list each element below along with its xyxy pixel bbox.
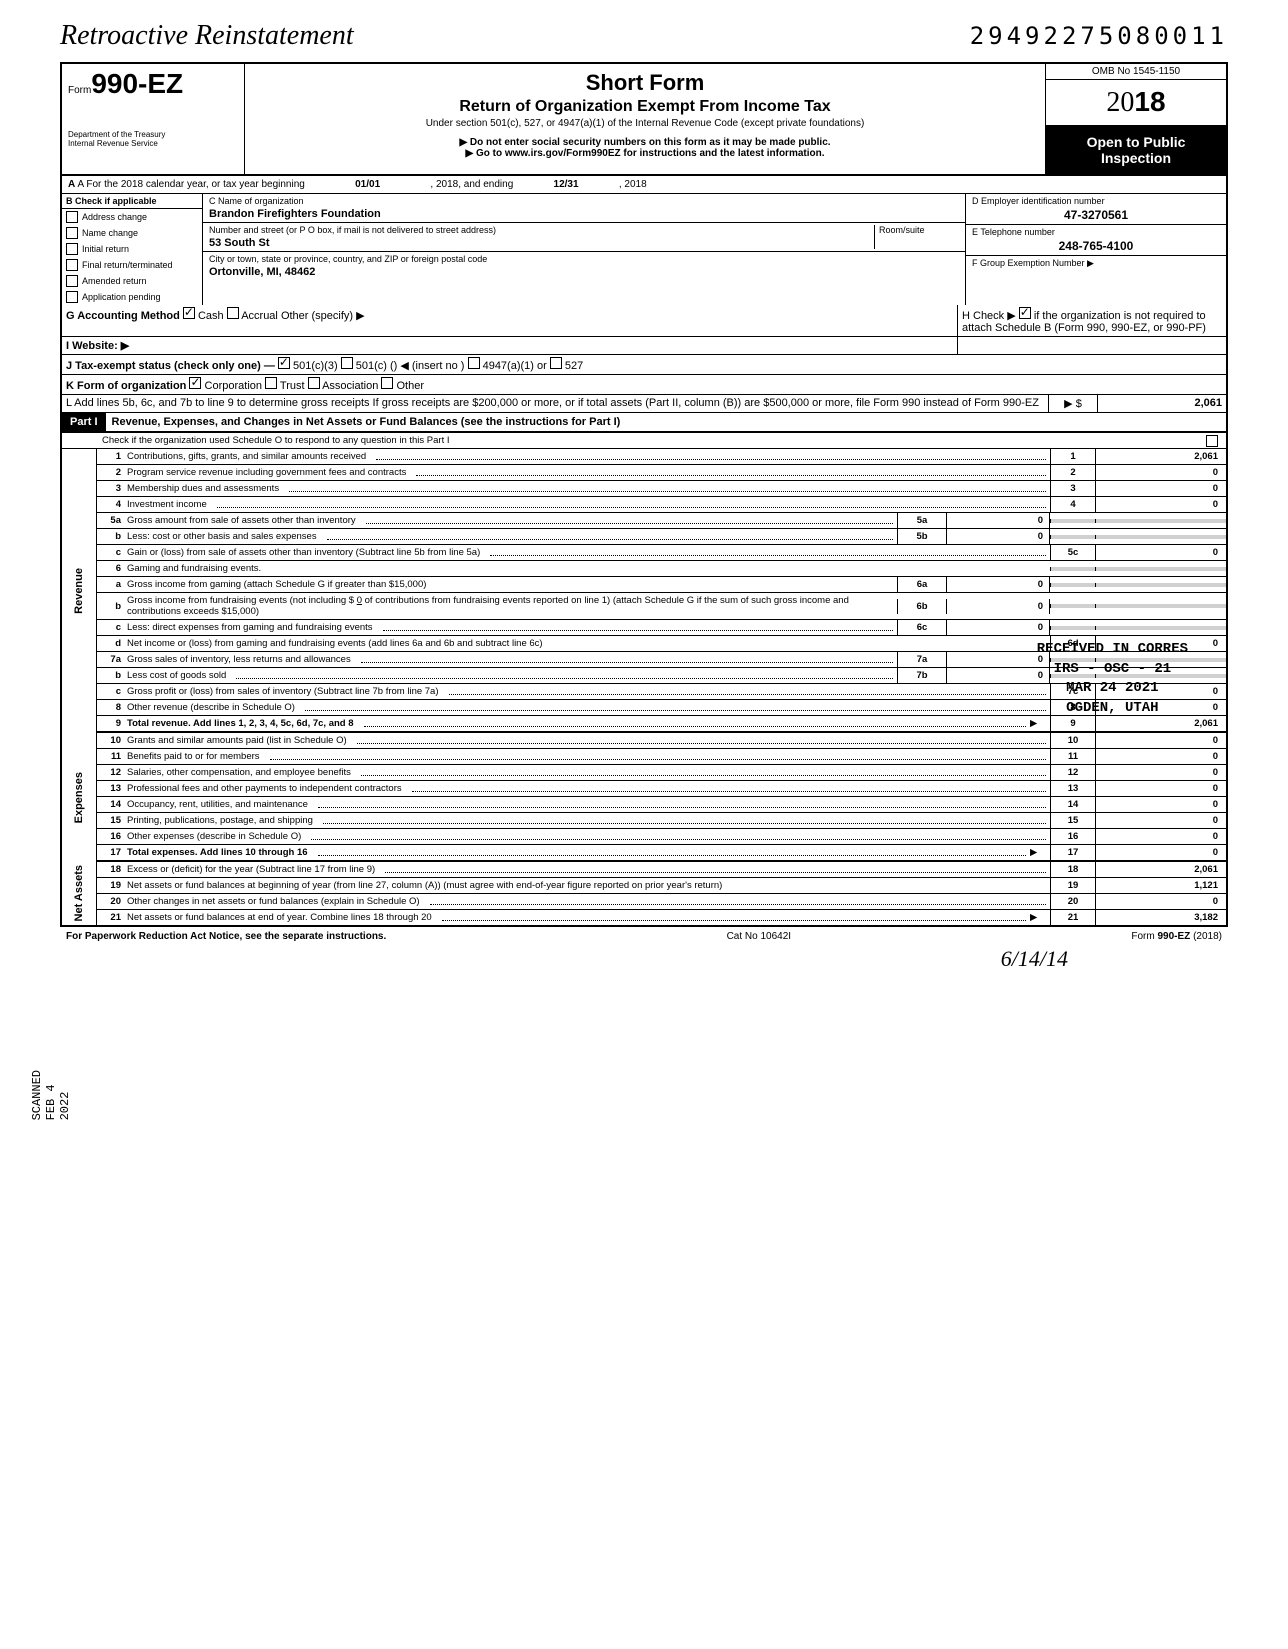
chk-cash[interactable] <box>183 307 195 319</box>
part1-check: Check if the organization used Schedule … <box>62 433 1226 449</box>
dept-treasury: Department of the Treasury <box>68 130 238 139</box>
line-7a: 7aGross sales of inventory, less returns… <box>97 652 1226 668</box>
entity-block: B Check if applicable Address change Nam… <box>62 194 1226 305</box>
chk-501c[interactable] <box>341 357 353 369</box>
form-footer: For Paperwork Reduction Act Notice, see … <box>60 927 1228 946</box>
row-l: L Add lines 5b, 6c, and 7b to line 9 to … <box>62 395 1226 413</box>
line-14: 14Occupancy, rent, utilities, and mainte… <box>97 797 1226 813</box>
form-number: Form990-EZ <box>68 68 238 100</box>
header-sub1: Under section 501(c), 527, or 4947(a)(1)… <box>253 118 1037 129</box>
chk-assoc[interactable] <box>308 377 320 389</box>
expenses-section: Expenses 10Grants and similar amounts pa… <box>62 733 1226 862</box>
line-19: 19Net assets or fund balances at beginni… <box>97 878 1226 894</box>
line-1: 1Contributions, gifts, grants, and simil… <box>97 449 1226 465</box>
line-9: 9Total revenue. Add lines 1, 2, 3, 4, 5c… <box>97 716 1226 733</box>
row-i: I Website: ▶ <box>62 337 1226 355</box>
ein-field: D Employer identification number 47-3270… <box>966 194 1226 225</box>
line-5c: cGain or (loss) from sale of assets othe… <box>97 545 1226 561</box>
line-3: 3Membership dues and assessments30 <box>97 481 1226 497</box>
form-header: Form990-EZ Department of the Treasury In… <box>62 64 1226 176</box>
line-18: 18Excess or (deficit) for the year (Subt… <box>97 862 1226 878</box>
line-11: 11Benefits paid to or for members110 <box>97 749 1226 765</box>
stamp-scanned: SCANNED FEB 4 2022 <box>30 1070 72 1120</box>
line-6: 6Gaming and fundraising events. <box>97 561 1226 577</box>
header-sub2: ▶ Do not enter social security numbers o… <box>253 137 1037 148</box>
line-10: 10Grants and similar amounts paid (list … <box>97 733 1226 749</box>
section-b-title: B Check if applicable <box>62 194 202 209</box>
irs-label: Internal Revenue Service <box>68 139 238 148</box>
line-5b: bLess: cost or other basis and sales exp… <box>97 529 1226 545</box>
chk-other[interactable] <box>381 377 393 389</box>
form-ref: Form 990-EZ (2018) <box>1131 931 1222 942</box>
chk-527[interactable] <box>550 357 562 369</box>
line-7b: bLess cost of goods sold7b0 <box>97 668 1226 684</box>
phone-field: E Telephone number 248-765-4100 <box>966 225 1226 256</box>
tax-year: 20201818 <box>1046 80 1226 126</box>
line-13: 13Professional fees and other payments t… <box>97 781 1226 797</box>
chk-name-change[interactable]: Name change <box>62 225 202 241</box>
line-a: A A For the 2018 calendar year, or tax y… <box>62 176 1226 194</box>
line-15: 15Printing, publications, postage, and s… <box>97 813 1226 829</box>
return-title: Return of Organization Exempt From Incom… <box>253 98 1037 116</box>
room-suite: Room/suite <box>874 225 959 249</box>
chk-final-return[interactable]: Final return/terminated <box>62 257 202 273</box>
line-7c: cGross profit or (loss) from sales of in… <box>97 684 1226 700</box>
line-12: 12Salaries, other compensation, and empl… <box>97 765 1226 781</box>
chk-pending[interactable]: Application pending <box>62 289 202 305</box>
revenue-section: Revenue 1Contributions, gifts, grants, a… <box>62 449 1226 733</box>
chk-4947[interactable] <box>468 357 480 369</box>
line-5a: 5aGross amount from sale of assets other… <box>97 513 1226 529</box>
barcode-number: 29492275080011 <box>970 22 1228 50</box>
top-annotations: Retroactive Reinstatement 29492275080011 <box>20 20 1268 62</box>
line-21: 21Net assets or fund balances at end of … <box>97 910 1226 925</box>
short-form-title: Short Form <box>253 70 1037 96</box>
street-field: Number and street (or P O box, if mail i… <box>203 223 965 252</box>
line-2: 2Program service revenue including gover… <box>97 465 1226 481</box>
part1-header: Part I Revenue, Expenses, and Changes in… <box>62 413 1226 433</box>
omb-number: OMB No 1545-1150 <box>1046 64 1226 80</box>
line-17: 17Total expenses. Add lines 10 through 1… <box>97 845 1226 862</box>
chk-accrual[interactable] <box>227 307 239 319</box>
line-16: 16Other expenses (describe in Schedule O… <box>97 829 1226 845</box>
line-6b: bGross income from fundraising events (n… <box>97 593 1226 620</box>
line-6a: aGross income from gaming (attach Schedu… <box>97 577 1226 593</box>
signature-date: 6/14/14 <box>20 946 1068 972</box>
line-20: 20Other changes in net assets or fund ba… <box>97 894 1226 910</box>
chk-trust[interactable] <box>265 377 277 389</box>
chk-schedule-o[interactable] <box>1206 435 1218 447</box>
row-gh: G Accounting Method Cash Accrual Other (… <box>62 305 1226 337</box>
city-field: City or town, state or province, country… <box>203 252 965 280</box>
line-8: 8Other revenue (describe in Schedule O)8… <box>97 700 1226 716</box>
chk-501c3[interactable] <box>278 357 290 369</box>
org-name-field: C Name of organization Brandon Firefight… <box>203 194 965 223</box>
chk-amended[interactable]: Amended return <box>62 273 202 289</box>
net-assets-section: Net Assets 18Excess or (deficit) for the… <box>62 862 1226 925</box>
chk-initial-return[interactable]: Initial return <box>62 241 202 257</box>
chk-schedule-b[interactable] <box>1019 307 1031 319</box>
row-k: K Form of organization Corporation Trust… <box>62 375 1226 395</box>
header-sub3: ▶ Go to www.irs.gov/Form990EZ for instru… <box>253 148 1037 159</box>
row-j: J Tax-exempt status (check only one) — 5… <box>62 355 1226 375</box>
chk-address-change[interactable]: Address change <box>62 209 202 225</box>
open-public: Open to Public Inspection <box>1046 126 1226 174</box>
line-4: 4Investment income40 <box>97 497 1226 513</box>
line-6c: cLess: direct expenses from gaming and f… <box>97 620 1226 636</box>
line-6d: dNet income or (loss) from gaming and fu… <box>97 636 1226 652</box>
handwritten-title: Retroactive Reinstatement <box>60 20 354 52</box>
group-exemption: F Group Exemption Number ▶ <box>966 256 1226 271</box>
form-990ez: Form990-EZ Department of the Treasury In… <box>60 62 1228 927</box>
chk-corp[interactable] <box>189 377 201 389</box>
